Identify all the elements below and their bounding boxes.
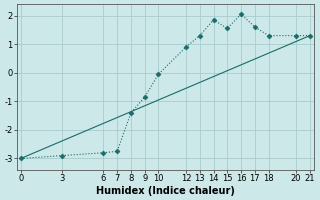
- X-axis label: Humidex (Indice chaleur): Humidex (Indice chaleur): [96, 186, 235, 196]
